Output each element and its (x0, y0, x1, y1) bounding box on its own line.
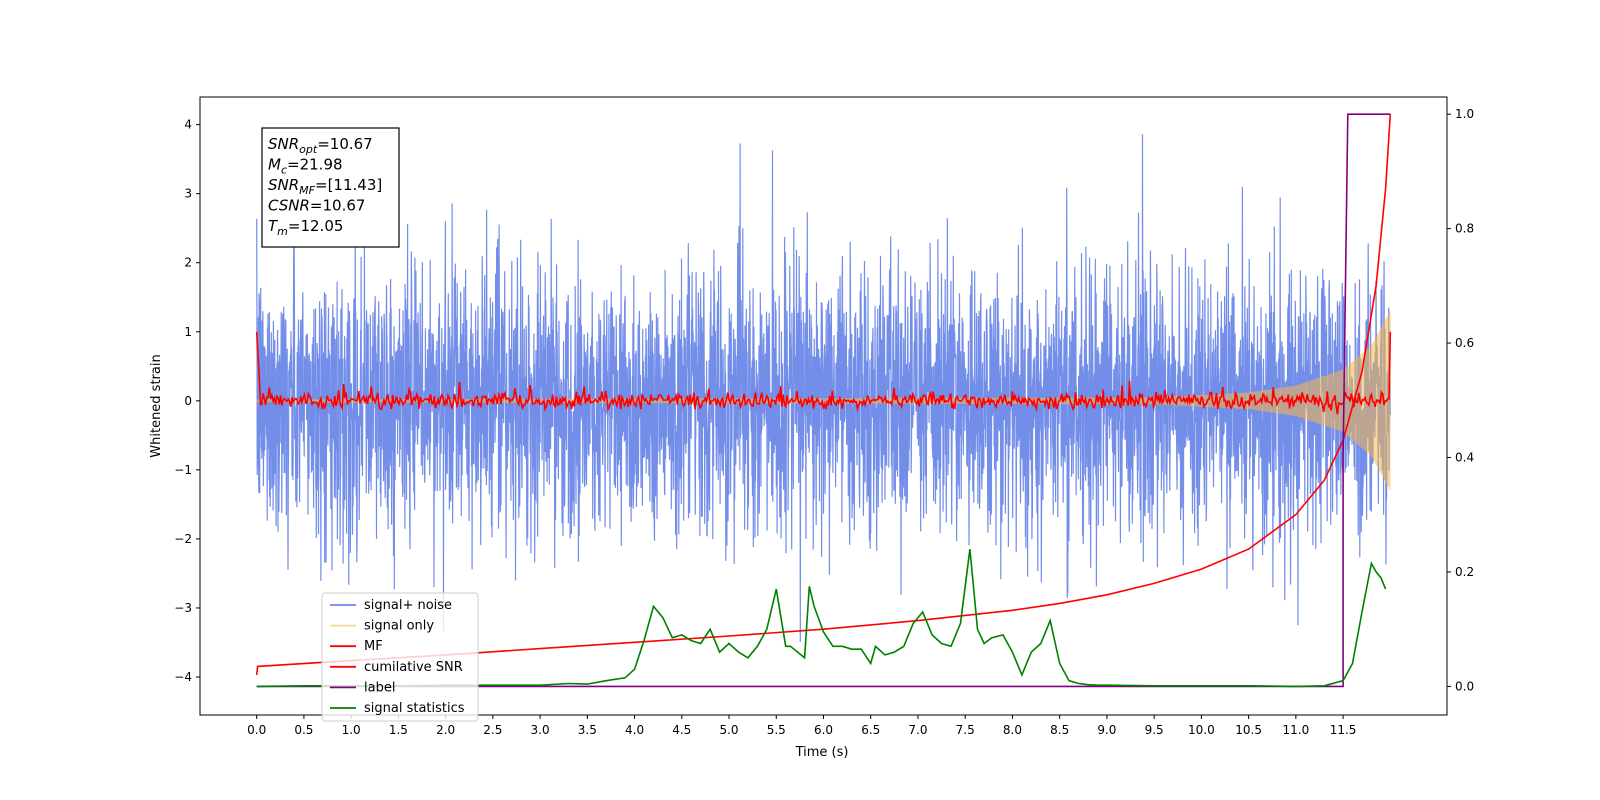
series-label (256, 113, 1391, 688)
x-tick-label: 0.5 (294, 723, 313, 737)
series-signal-statistics (256, 548, 1387, 688)
y-tick-label: 3 (184, 187, 192, 201)
annotation-value: =21.98 (287, 156, 343, 174)
signal-noise-line (256, 134, 1391, 643)
series-mf (255, 331, 1392, 415)
x-tick-label: 7.5 (956, 723, 975, 737)
x-tick-label: 4.5 (672, 723, 691, 737)
x-tick-label: 3.0 (531, 723, 550, 737)
annotation-line: CSNR=10.67 (268, 197, 365, 215)
signal-statistics-line (256, 548, 1387, 688)
y-tick-label: 2 (184, 256, 192, 270)
x-tick-label: 9.0 (1097, 723, 1116, 737)
x-axis: 0.0 0.5 1.0 1.5 2.0 2.5 3.0 3.5 4.0 4.5 5.0 5.5 6.0 6… (247, 715, 1356, 737)
x-tick-label: 1.0 (342, 723, 361, 737)
annotation-name: CSNR (268, 197, 310, 215)
y2-tick-label: 1.0 (1455, 107, 1474, 121)
y2-tick-label: 0.4 (1455, 451, 1474, 465)
legend-label: signal+ noise (364, 598, 452, 613)
y-tick-label: −1 (174, 463, 192, 477)
series-signal-noise (256, 134, 1391, 643)
y2-tick-label: 0.6 (1455, 336, 1474, 350)
series-cumilative-snr (255, 114, 1392, 675)
x-tick-label: 11.5 (1330, 723, 1357, 737)
x-tick-label: 2.5 (483, 723, 502, 737)
x-tick-label: 6.0 (814, 723, 833, 737)
x-tick-label: 10.5 (1235, 723, 1262, 737)
annotation-line: SNRMF=[11.43] (268, 176, 382, 197)
y-tick-label: −2 (174, 532, 192, 546)
x-tick-label: 3.5 (578, 723, 597, 737)
label-line (256, 113, 1391, 688)
y-axis-label: Whitened strain (149, 354, 164, 457)
legend-label: signal statistics (364, 701, 465, 716)
annotation-name: T (268, 217, 279, 235)
x-axis-label: Time (s) (795, 745, 849, 760)
x-tick-label: 4.0 (625, 723, 644, 737)
annotation-subscript: c (281, 164, 287, 177)
y-tick-label: 4 (184, 118, 192, 132)
legend: signal+ noise signal only MF cumilative SNR… (321, 592, 479, 722)
mf-line (255, 331, 1392, 415)
y-tick-label: 1 (184, 325, 192, 339)
annotation-name: SNR (268, 135, 299, 153)
annotation-subscript: MF (299, 184, 315, 197)
legend-label: signal only (364, 619, 434, 634)
annotation-name: SNR (268, 176, 299, 194)
x-tick-label: 10.0 (1188, 723, 1215, 737)
cumilative-snr-line (255, 114, 1392, 675)
y-tick-label: −4 (174, 670, 192, 684)
x-tick-label: 5.0 (719, 723, 738, 737)
y-tick-label: −3 (174, 601, 192, 615)
x-tick-label: 1.5 (389, 723, 408, 737)
annotation-line: SNRopt=10.67 (268, 135, 373, 156)
annotation-name: M (268, 156, 281, 174)
y2-tick-label: 0.2 (1455, 565, 1474, 579)
x-tick-label: 2.0 (436, 723, 455, 737)
x-tick-label: 0.0 (247, 723, 266, 737)
annotation-value: =12.05 (288, 217, 344, 235)
legend-label: cumilative SNR (364, 660, 463, 675)
legend-label: MF (364, 639, 383, 654)
annotation-line: Tm=12.05 (268, 217, 343, 238)
y-tick-label: 0 (184, 394, 192, 408)
y-axis: −4 −3 −2 −1 0 1 2 3 4 (174, 118, 200, 684)
y2-axis-right: 0.0 0.2 0.4 0.6 0.8 1.0 (1447, 107, 1474, 693)
x-tick-label: 6.5 (861, 723, 880, 737)
x-tick-label: 7.0 (908, 723, 927, 737)
x-tick-label: 5.5 (767, 723, 786, 737)
annotation-value: =10.67 (317, 135, 373, 153)
y2-tick-label: 0.0 (1455, 679, 1474, 693)
annotation-line: Mc=21.98 (268, 156, 343, 177)
x-tick-label: 9.5 (1145, 723, 1164, 737)
x-tick-label: 11.0 (1282, 723, 1309, 737)
legend-label: label (364, 680, 395, 695)
x-tick-label: 8.0 (1003, 723, 1022, 737)
annotation-subscript: opt (299, 143, 318, 156)
plot-area (255, 113, 1392, 688)
x-tick-label: 8.5 (1050, 723, 1069, 737)
y2-tick-label: 0.8 (1455, 222, 1474, 236)
annotation-subscript: m (277, 225, 288, 238)
annotation-value: =[11.43] (315, 176, 382, 194)
annotation-frame (261, 127, 400, 248)
annotation-value: =10.67 (310, 197, 366, 215)
metrics-annotation-box: SNRopt=10.67Mc=21.98SNRMF=[11.43]CSNR=10… (261, 127, 400, 248)
legend-frame (321, 592, 479, 722)
